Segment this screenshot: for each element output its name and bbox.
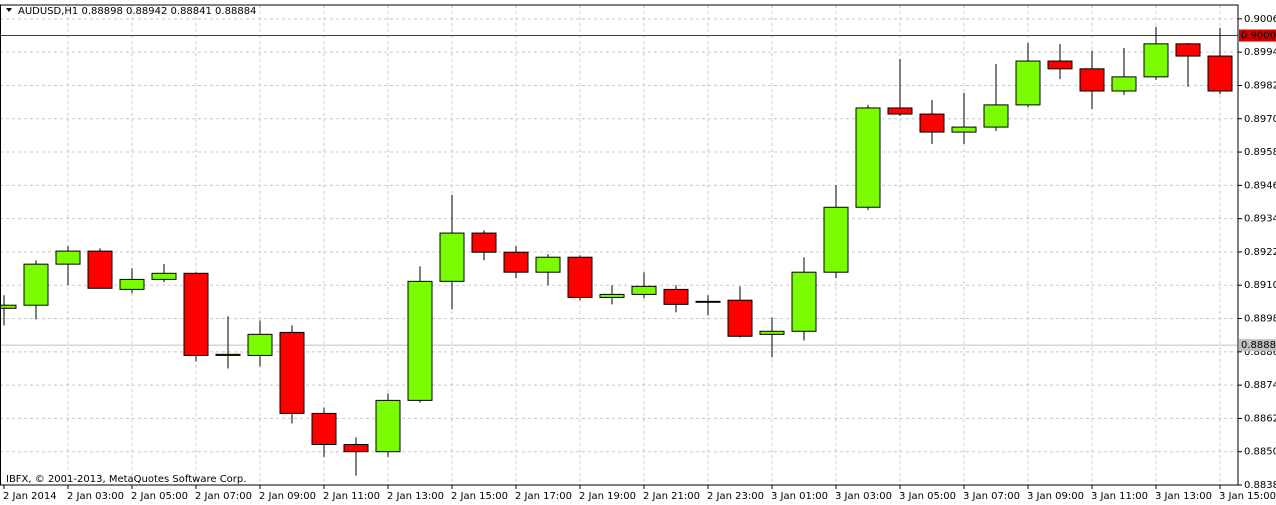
candle-body	[727, 299, 753, 337]
level-label: 0.88884	[1241, 340, 1276, 351]
candle-body	[343, 443, 369, 453]
candle-body	[87, 250, 113, 289]
candle-body	[1079, 68, 1105, 92]
plot-frame	[0, 4, 1239, 486]
candle-body	[695, 300, 721, 303]
x-tick-label: 2 Jan 13:00	[387, 491, 444, 502]
x-tick-label: 3 Jan 09:00	[1027, 491, 1084, 502]
x-tick-label: 2 Jan 17:00	[515, 491, 572, 502]
watermark: IBFX, © 2001-2013, MetaQuotes Software C…	[6, 474, 246, 485]
candle-body	[631, 285, 657, 295]
candle-body	[1047, 60, 1073, 70]
x-tick-label: 3 Jan 13:00	[1155, 491, 1212, 502]
candle-body	[311, 412, 337, 445]
x-tick-label: 2 Jan 19:00	[579, 491, 636, 502]
candle-body	[247, 333, 273, 356]
candle-body	[1111, 76, 1137, 92]
candle-body	[983, 104, 1009, 128]
candle-body	[503, 251, 529, 273]
candle-body	[439, 232, 465, 282]
candle-body	[407, 280, 433, 401]
x-tick-label: 3 Jan 15:00	[1219, 491, 1276, 502]
x-tick-label: 2 Jan 2014	[3, 491, 57, 502]
candle-body	[279, 331, 305, 414]
candle-body	[1015, 60, 1041, 106]
y-tick-label: 0.88380	[1244, 480, 1276, 491]
candle-body	[919, 113, 945, 133]
x-tick-label: 2 Jan 07:00	[195, 491, 252, 502]
candle-body	[151, 272, 177, 280]
x-tick-label: 3 Jan 07:00	[963, 491, 1020, 502]
x-tick-label: 2 Jan 15:00	[451, 491, 508, 502]
x-tick-label: 2 Jan 09:00	[259, 491, 316, 502]
candle-body	[823, 206, 849, 273]
x-tick-label: 3 Jan 05:00	[899, 491, 956, 502]
chart-title: AUDUSD,H1 0.88898 0.88942 0.88841 0.8888…	[18, 6, 256, 17]
x-tick-label: 3 Jan 01:00	[771, 491, 828, 502]
x-tick-label: 2 Jan 11:00	[323, 491, 380, 502]
title-arrow	[6, 8, 12, 12]
candle-body	[183, 272, 209, 356]
candle-body	[599, 293, 625, 298]
candle-body	[1143, 43, 1169, 78]
candle-body	[951, 126, 977, 133]
candle-body	[23, 263, 49, 306]
candle-body	[663, 288, 689, 305]
candle-body	[375, 399, 401, 453]
candle-body	[759, 330, 785, 335]
x-tick-label: 2 Jan 23:00	[707, 491, 764, 502]
x-tick-label: 3 Jan 11:00	[1091, 491, 1148, 502]
candle-body	[567, 256, 593, 298]
x-tick-label: 3 Jan 03:00	[835, 491, 892, 502]
candle-body	[535, 256, 561, 273]
x-tick-label: 2 Jan 05:00	[131, 491, 188, 502]
level-label-box	[1239, 339, 1276, 352]
level-label-box	[1239, 29, 1276, 42]
x-tick-label: 2 Jan 03:00	[67, 491, 124, 502]
candle-body	[119, 278, 145, 290]
candle-body	[471, 232, 497, 253]
candle-body	[1175, 43, 1201, 57]
candle-body	[55, 250, 81, 265]
candle-body	[215, 353, 241, 356]
candle-body	[0, 304, 17, 309]
candle-body	[1207, 55, 1233, 92]
x-tick-label: 2 Jan 21:00	[643, 491, 700, 502]
candle-body	[855, 107, 881, 208]
candle-body	[791, 271, 817, 332]
candle-body	[887, 107, 913, 115]
